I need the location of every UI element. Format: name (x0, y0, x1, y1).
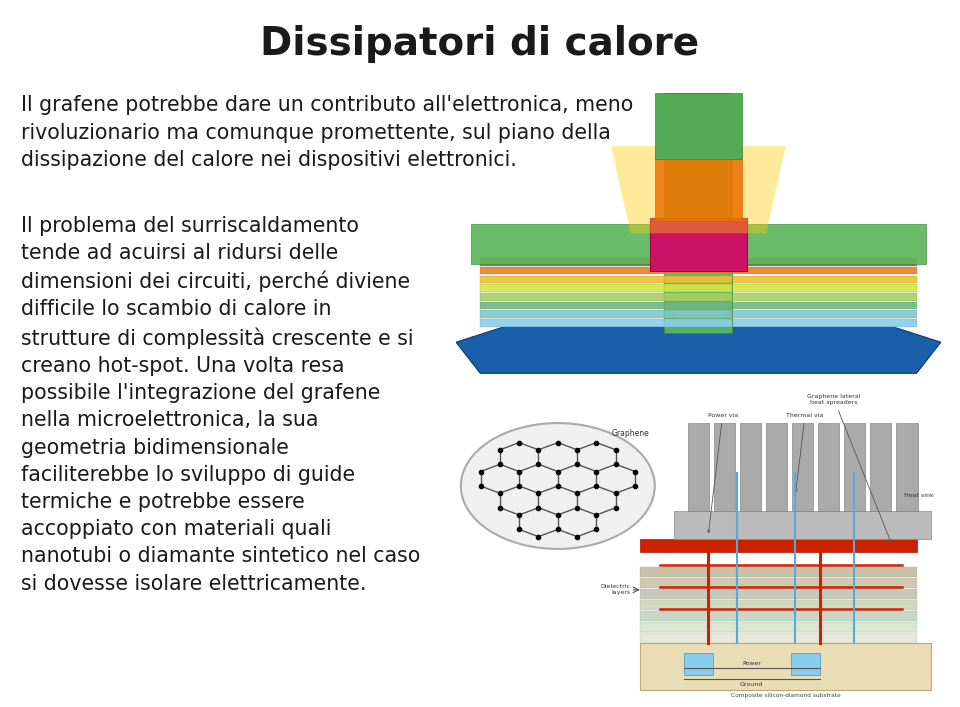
Polygon shape (897, 423, 918, 511)
Text: Heat sink: Heat sink (903, 493, 933, 498)
Text: Power via: Power via (708, 413, 738, 532)
Text: Thermal via: Thermal via (786, 413, 824, 492)
Polygon shape (640, 589, 917, 600)
Polygon shape (664, 310, 732, 318)
Polygon shape (640, 600, 917, 610)
Polygon shape (766, 423, 787, 511)
Polygon shape (664, 293, 732, 300)
Polygon shape (790, 653, 820, 674)
Polygon shape (640, 643, 931, 691)
Polygon shape (664, 284, 732, 292)
Polygon shape (723, 319, 917, 327)
Polygon shape (480, 302, 674, 309)
Polygon shape (723, 267, 917, 274)
Polygon shape (723, 293, 917, 300)
Polygon shape (640, 539, 917, 552)
Text: Power: Power (742, 661, 761, 666)
Polygon shape (640, 567, 917, 577)
Polygon shape (792, 423, 813, 511)
Polygon shape (655, 93, 742, 158)
Polygon shape (480, 310, 674, 318)
Polygon shape (687, 423, 709, 511)
Polygon shape (480, 293, 674, 300)
Polygon shape (844, 423, 865, 511)
Polygon shape (456, 327, 941, 373)
Circle shape (461, 423, 655, 549)
Polygon shape (470, 224, 926, 264)
Polygon shape (723, 258, 917, 266)
Polygon shape (684, 653, 713, 674)
Polygon shape (480, 319, 674, 327)
Polygon shape (664, 319, 732, 327)
Polygon shape (640, 622, 917, 632)
Polygon shape (723, 276, 917, 283)
Text: Composite silicon-diamond substrate: Composite silicon-diamond substrate (731, 693, 841, 698)
Polygon shape (723, 302, 917, 309)
Polygon shape (674, 511, 931, 539)
Polygon shape (870, 423, 892, 511)
Text: Dissipatori di calore: Dissipatori di calore (260, 25, 700, 63)
Polygon shape (612, 146, 785, 233)
Polygon shape (723, 310, 917, 318)
Polygon shape (740, 423, 761, 511)
Polygon shape (640, 578, 917, 588)
Polygon shape (664, 302, 732, 309)
Polygon shape (640, 612, 917, 621)
Polygon shape (655, 156, 742, 221)
Polygon shape (480, 267, 674, 274)
Polygon shape (650, 218, 747, 271)
Polygon shape (480, 258, 674, 266)
Text: Il grafene potrebbe dare un contributo all'elettronica, meno
rivoluzionario ma c: Il grafene potrebbe dare un contributo a… (21, 95, 634, 170)
Polygon shape (664, 276, 732, 283)
Polygon shape (664, 93, 732, 333)
Polygon shape (723, 284, 917, 292)
Polygon shape (714, 423, 735, 511)
Polygon shape (480, 284, 674, 292)
Text: Dielectric
layers: Dielectric layers (601, 585, 631, 595)
Text: Il problema del surriscaldamento
tende ad acuirsi al ridursi delle
dimensioni de: Il problema del surriscaldamento tende a… (21, 216, 420, 594)
Text: Ground: Ground (740, 682, 763, 686)
Polygon shape (640, 633, 917, 643)
Text: Graphene lateral
heat spreaders: Graphene lateral heat spreaders (807, 395, 891, 542)
Polygon shape (664, 267, 732, 274)
Text: Graphene: Graphene (612, 428, 649, 438)
Polygon shape (818, 423, 839, 511)
Polygon shape (480, 276, 674, 283)
